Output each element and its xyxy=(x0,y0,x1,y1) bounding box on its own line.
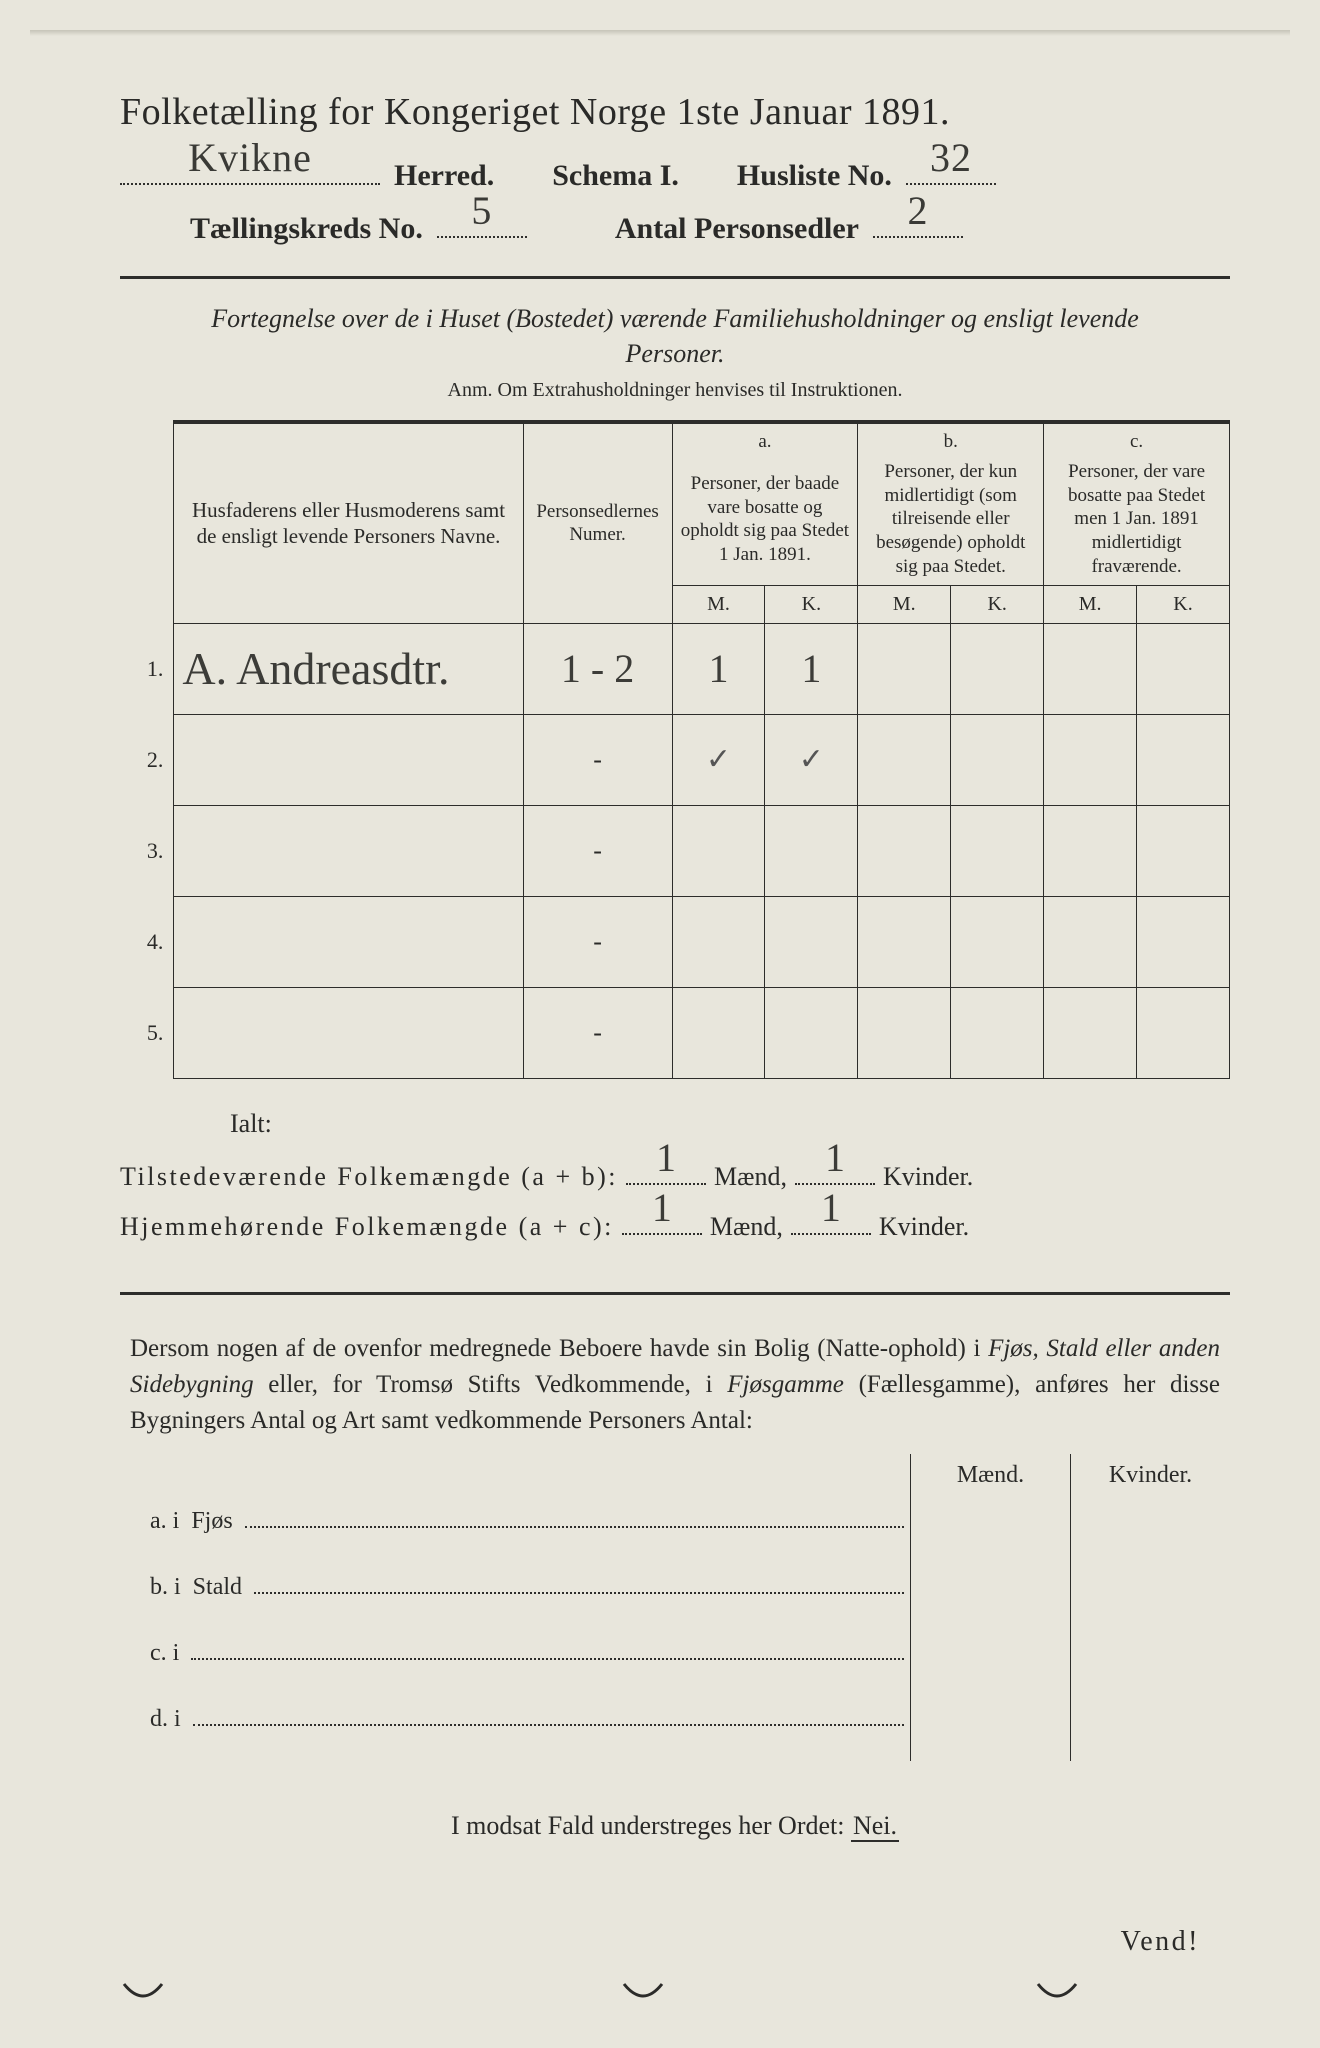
th-b-k: K. xyxy=(951,585,1044,623)
main-table: Husfaderens eller Husmoderens samt de en… xyxy=(120,420,1230,1079)
th-c: Personer, der vare bosatte paa Stedet me… xyxy=(1044,460,1230,585)
lower-hdr-m: Mænd. xyxy=(910,1454,1070,1497)
antal-field: 2 xyxy=(873,203,963,238)
lower-row-c: c. i xyxy=(120,1629,910,1695)
table-row: 1. A. Andreasdtr. 1 - 2 1 1 xyxy=(120,623,1230,714)
kreds-label: Tællingskreds No. xyxy=(190,212,423,246)
husliste-label: Husliste No. xyxy=(737,159,892,193)
lower-hdr-k: Kvinder. xyxy=(1070,1454,1230,1497)
rule-2 xyxy=(120,1292,1230,1295)
th-name: Husfaderens eller Husmoderens samt de en… xyxy=(174,422,523,623)
herred-value: Kvikne xyxy=(120,134,380,181)
cell-a-k: 1 xyxy=(765,623,858,714)
th-a-top: a. xyxy=(672,422,858,460)
lower-table: Mænd. Kvinder. a. i Fjøs b. i Stald c. i… xyxy=(120,1454,1230,1761)
table-row: 2. - ✓ ✓ xyxy=(120,714,1230,805)
th-c-m: M. xyxy=(1044,585,1137,623)
cell-a-m: 1 xyxy=(672,623,765,714)
table-row: 3. - xyxy=(120,805,1230,896)
header-row-3: Tællingskreds No. 5 Antal Personsedler 2 xyxy=(120,203,1230,246)
lower-paragraph: Dersom nogen af de ovenfor medregnede Be… xyxy=(130,1331,1220,1440)
husliste-field: 32 xyxy=(906,150,996,185)
antal-value: 2 xyxy=(873,187,963,234)
schema-label: Schema I. xyxy=(552,159,679,193)
page-title: Folketælling for Kongeriget Norge 1ste J… xyxy=(120,90,1230,134)
anm-note: Anm. Om Extrahusholdninger henvises til … xyxy=(120,379,1230,402)
th-c-k: K. xyxy=(1137,585,1230,623)
th-numer: Personsedlernes Numer. xyxy=(523,422,672,623)
header-row-2: Kvikne Herred. Schema I. Husliste No. 32 xyxy=(120,150,1230,193)
th-b-top: b. xyxy=(858,422,1044,460)
footer-line: I modsat Fald understreges her Ordet: Ne… xyxy=(120,1811,1230,1841)
vend-label: Vend! xyxy=(1121,1926,1200,1958)
antal-label: Antal Personsedler xyxy=(615,212,859,246)
kreds-value: 5 xyxy=(437,187,527,234)
census-form-page: Folketælling for Kongeriget Norge 1ste J… xyxy=(0,0,1320,2048)
table-row: 4. - xyxy=(120,896,1230,987)
subtitle: Fortegnelse over de i Huset (Bostedet) v… xyxy=(180,301,1170,371)
cell-name: A. Andreasdtr. xyxy=(174,623,523,714)
table-row: 5. - xyxy=(120,987,1230,1078)
th-b: Personer, der kun midlertidigt (som tilr… xyxy=(858,460,1044,585)
lower-row-a: a. i Fjøs xyxy=(120,1497,910,1563)
lower-row-b: b. i Stald xyxy=(120,1563,910,1629)
sum-line-2: Hjemmehørende Folkemængde (a + c): 1 Mæn… xyxy=(120,1204,1230,1242)
th-a-m: M. xyxy=(672,585,765,623)
th-a-k: K. xyxy=(765,585,858,623)
th-a: Personer, der baade vare bosatte og opho… xyxy=(672,460,858,585)
binding-mark-icon xyxy=(620,1980,666,2010)
lower-row-d: d. i xyxy=(120,1695,910,1761)
th-b-m: M. xyxy=(858,585,951,623)
th-c-top: c. xyxy=(1044,422,1230,460)
cell-numer: 1 - 2 xyxy=(523,623,672,714)
rule-1 xyxy=(120,276,1230,279)
kreds-field: 5 xyxy=(437,203,527,238)
ialt-label: Ialt: xyxy=(230,1109,1230,1139)
binding-mark-icon xyxy=(1034,1980,1080,2010)
husliste-value: 32 xyxy=(906,134,996,181)
herred-field: Kvikne xyxy=(120,150,380,185)
binding-mark-icon xyxy=(120,1980,166,2010)
